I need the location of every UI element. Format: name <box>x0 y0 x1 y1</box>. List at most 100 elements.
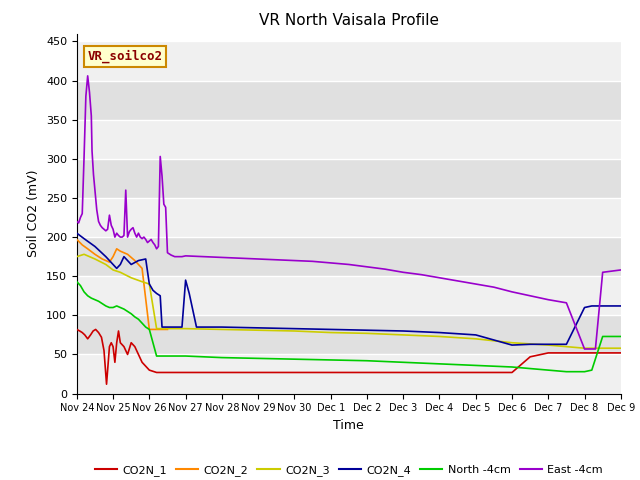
CO2N_2 <box>99 256 106 262</box>
CO2N_1 <box>95 330 102 336</box>
Line: CO2N_1: CO2N_1 <box>77 329 621 384</box>
CO2N_1 <box>291 370 298 375</box>
CO2N_4 <box>102 254 109 260</box>
East -4cm <box>75 220 83 226</box>
East -4cm <box>145 238 153 244</box>
CO2N_4 <box>563 341 570 347</box>
CO2N_1 <box>109 344 117 349</box>
CO2N_1 <box>580 350 588 356</box>
CO2N_2 <box>116 248 124 254</box>
CO2N_1 <box>142 363 150 369</box>
CO2N_4 <box>193 324 200 330</box>
CO2N_1 <box>563 350 570 356</box>
North -4cm <box>153 353 161 359</box>
North -4cm <box>124 309 131 314</box>
CO2N_3 <box>145 281 153 287</box>
CO2N_4 <box>526 341 534 347</box>
CO2N_2 <box>153 326 161 332</box>
CO2N_1 <box>120 344 128 349</box>
CO2N_2 <box>138 265 146 271</box>
CO2N_4 <box>599 303 607 309</box>
CO2N_4 <box>178 324 186 330</box>
CO2N_2 <box>78 242 86 248</box>
CO2N_3 <box>109 267 117 273</box>
CO2N_1 <box>127 340 135 346</box>
CO2N_1 <box>399 370 407 375</box>
CO2N_1 <box>254 370 262 375</box>
Line: East -4cm: East -4cm <box>77 76 621 349</box>
CO2N_1 <box>200 370 207 375</box>
Bar <box>77 81 621 120</box>
CO2N_4 <box>91 243 99 249</box>
CO2N_4 <box>508 342 516 348</box>
East -4cm <box>138 236 146 241</box>
CO2N_1 <box>98 335 106 340</box>
North -4cm <box>436 361 444 367</box>
North -4cm <box>138 320 146 326</box>
East -4cm <box>84 73 92 79</box>
CO2N_1 <box>87 332 95 338</box>
CO2N_3 <box>182 326 189 332</box>
North -4cm <box>218 355 226 360</box>
Bar <box>77 159 621 198</box>
CO2N_1 <box>134 351 142 357</box>
Bar <box>77 276 621 315</box>
North -4cm <box>182 353 189 359</box>
North -4cm <box>95 299 102 304</box>
Y-axis label: Soil CO2 (mV): Soil CO2 (mV) <box>28 170 40 257</box>
Line: CO2N_2: CO2N_2 <box>77 240 168 329</box>
CO2N_1 <box>73 326 81 332</box>
CO2N_3 <box>164 326 172 332</box>
CO2N_1 <box>363 370 371 375</box>
East -4cm <box>617 267 625 273</box>
CO2N_3 <box>599 345 607 351</box>
X-axis label: Time: Time <box>333 419 364 432</box>
CO2N_2 <box>113 246 120 252</box>
CO2N_1 <box>92 326 99 332</box>
CO2N_1 <box>100 348 108 353</box>
CO2N_1 <box>81 332 88 338</box>
CO2N_4 <box>149 288 157 293</box>
North -4cm <box>116 305 124 311</box>
North -4cm <box>254 356 262 361</box>
CO2N_3 <box>617 345 625 351</box>
CO2N_1 <box>108 340 115 346</box>
CO2N_4 <box>436 330 444 336</box>
North -4cm <box>102 303 109 309</box>
CO2N_3 <box>91 256 99 262</box>
CO2N_3 <box>138 279 146 285</box>
North -4cm <box>617 334 625 339</box>
CO2N_2 <box>164 326 172 332</box>
CO2N_1 <box>617 350 625 356</box>
CO2N_4 <box>182 277 189 283</box>
Line: North -4cm: North -4cm <box>77 282 621 372</box>
CO2N_2 <box>73 237 81 242</box>
Line: CO2N_4: CO2N_4 <box>77 233 621 345</box>
CO2N_3 <box>508 340 516 346</box>
CO2N_2 <box>124 252 131 257</box>
CO2N_4 <box>109 262 117 267</box>
CO2N_2 <box>131 258 139 264</box>
North -4cm <box>563 369 570 374</box>
CO2N_1 <box>131 344 139 349</box>
North -4cm <box>145 326 153 332</box>
CO2N_1 <box>106 344 113 349</box>
CO2N_3 <box>436 334 444 339</box>
CO2N_4 <box>145 281 153 287</box>
CO2N_4 <box>399 328 407 334</box>
CO2N_4 <box>164 324 172 330</box>
CO2N_4 <box>156 293 164 299</box>
CO2N_2 <box>91 252 99 257</box>
CO2N_3 <box>563 344 570 349</box>
Bar <box>77 41 621 81</box>
CO2N_2 <box>145 326 153 332</box>
CO2N_4 <box>363 327 371 333</box>
CO2N_1 <box>102 381 110 387</box>
CO2N_1 <box>115 328 122 334</box>
CO2N_4 <box>142 256 150 262</box>
Legend: CO2N_1, CO2N_2, CO2N_3, CO2N_4, North -4cm, East -4cm: CO2N_1, CO2N_2, CO2N_3, CO2N_4, North -4… <box>90 460 607 480</box>
CO2N_3 <box>291 328 298 334</box>
North -4cm <box>291 356 298 362</box>
CO2N_4 <box>127 262 135 267</box>
CO2N_1 <box>327 370 335 375</box>
